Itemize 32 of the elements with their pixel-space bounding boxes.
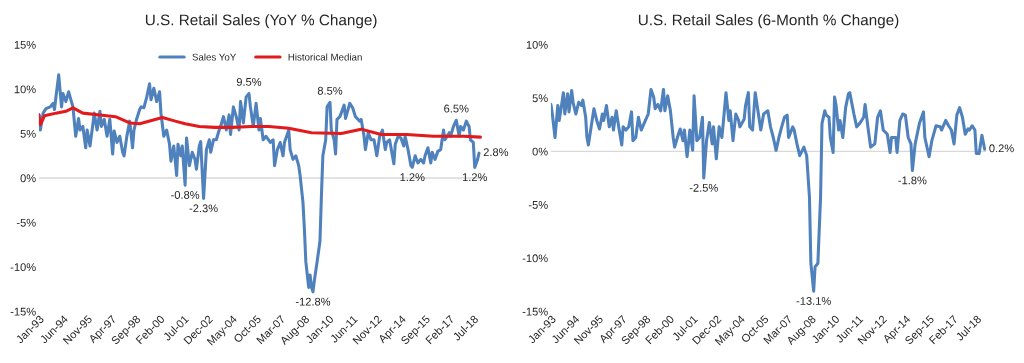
annotation: 2.8% [483, 148, 509, 157]
annotation: -0.8% [171, 191, 200, 199]
line-series [550, 87, 987, 293]
chart-title: U.S. Retail Sales (6-Month % Change) [638, 14, 899, 29]
y-tick-label: 10% [526, 40, 548, 49]
annotation: 1.2% [400, 173, 425, 182]
chart-title: U.S. Retail Sales (YoY % Change) [145, 14, 377, 29]
y-tick-label: 5% [20, 129, 36, 138]
y-tick-label: -5% [16, 218, 36, 227]
line-series [38, 106, 482, 139]
annotation: -13.1% [796, 297, 831, 305]
y-tick-label: -10% [10, 263, 36, 272]
y-tick-label: 10% [14, 85, 36, 94]
annotation: 0.2% [989, 144, 1014, 153]
y-tick-label: -5% [528, 201, 548, 209]
annotation: -2.5% [689, 183, 718, 192]
annotation: -1.8% [898, 176, 927, 185]
annotation: 1.2% [462, 173, 488, 182]
y-tick-label: 5% [532, 94, 548, 103]
legend-label: Historical Median [288, 53, 362, 61]
y-tick-label: 0% [532, 147, 548, 156]
annotation: -12.8% [295, 297, 331, 306]
y-tick-label: 15% [14, 40, 36, 49]
legend-label: Sales YoY [192, 53, 237, 61]
y-tick-label: 0% [20, 174, 36, 183]
annotation: 9.5% [236, 77, 262, 86]
y-tick-label: -15% [522, 307, 548, 316]
annotation: -2.3% [189, 204, 218, 213]
y-tick-label: -10% [522, 254, 548, 263]
y-tick-label: -15% [10, 307, 36, 316]
annotation: 6.5% [444, 104, 469, 113]
annotation: 8.5% [317, 86, 343, 95]
